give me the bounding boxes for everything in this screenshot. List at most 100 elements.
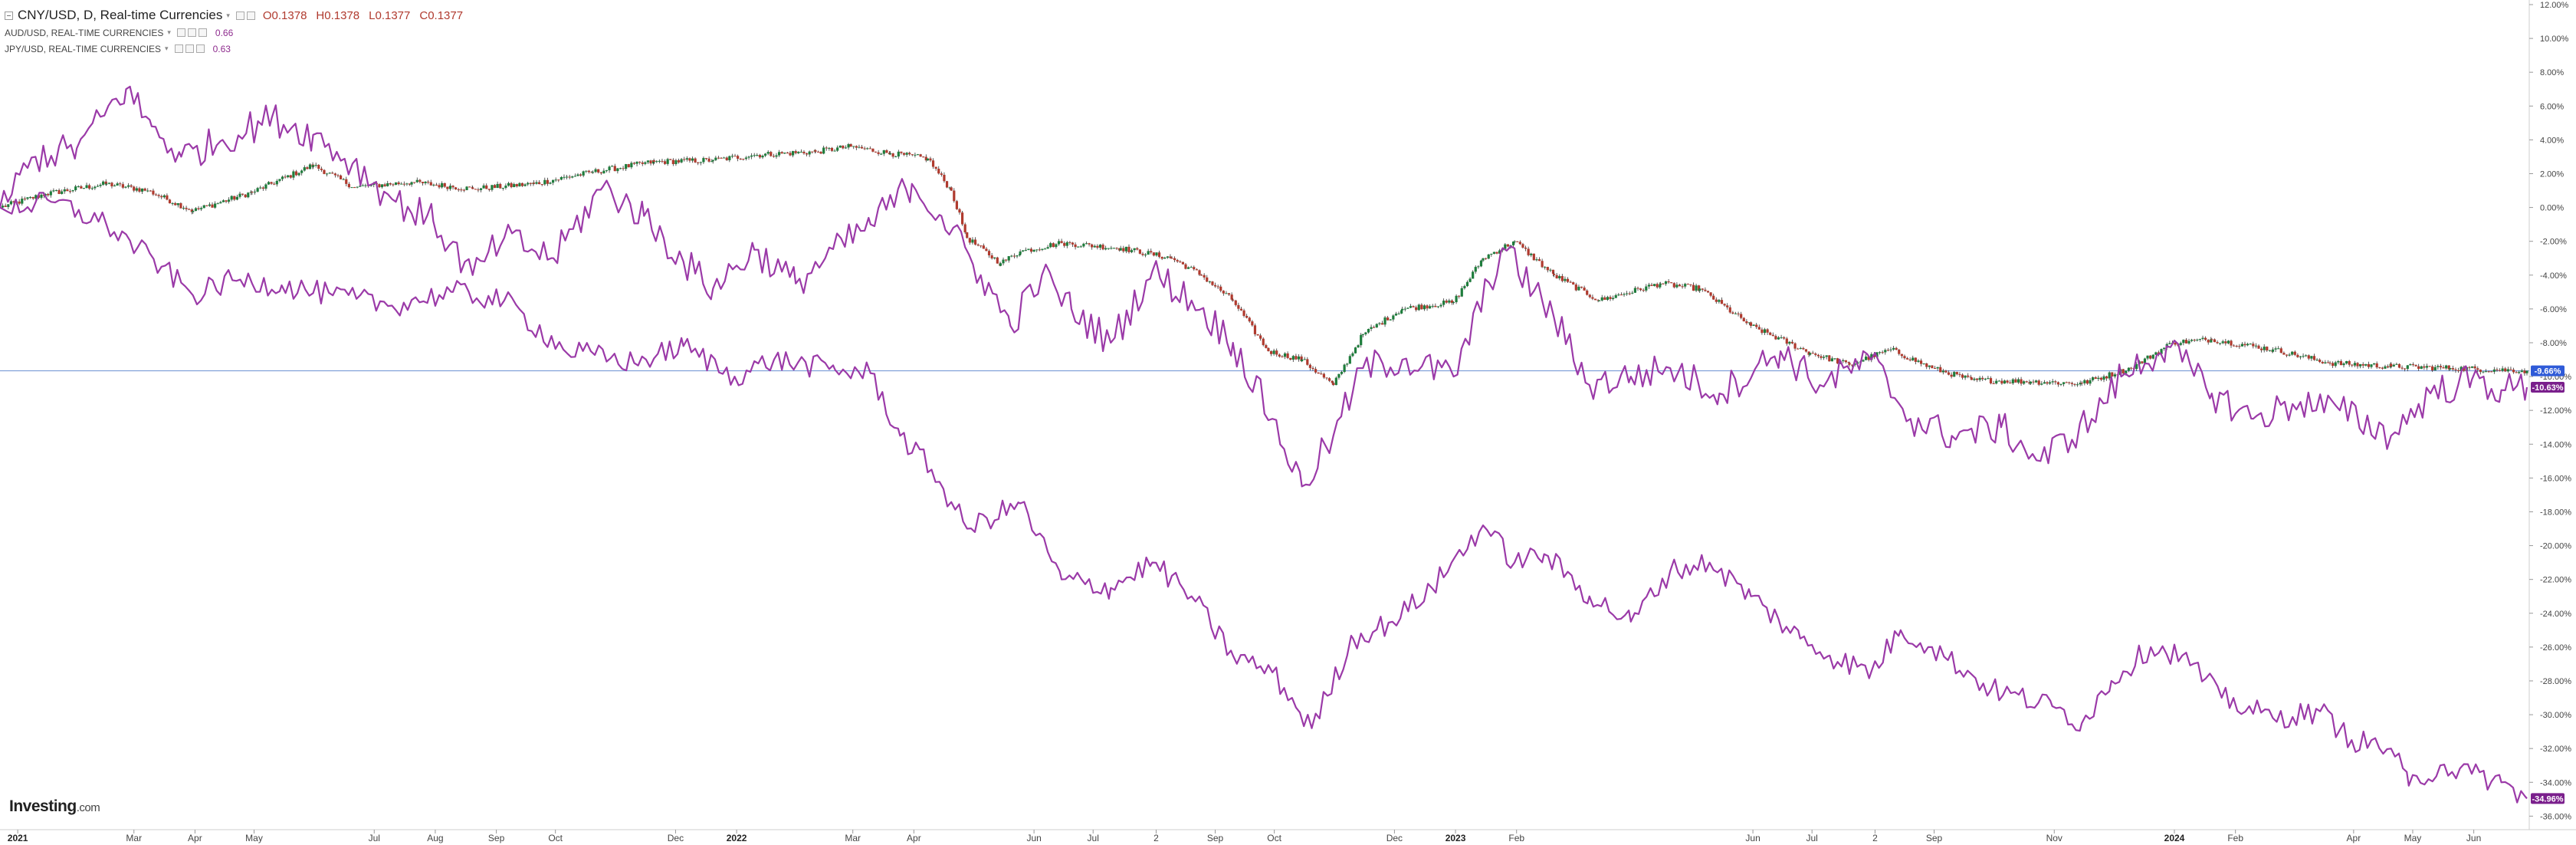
candle-body (2324, 362, 2327, 363)
candle-body (149, 190, 152, 192)
candle-body (1606, 297, 1610, 300)
candle-body (2174, 342, 2177, 345)
candle-body (1122, 248, 1125, 252)
y-tick-label: -34.00% (2540, 778, 2571, 787)
candle-body (219, 202, 222, 204)
x-tick-label: Apr (2347, 833, 2361, 843)
candle-body (780, 152, 783, 154)
candle-body (2254, 345, 2258, 347)
candle-body (138, 188, 141, 192)
candle-body (238, 193, 241, 197)
candle-body (2187, 340, 2190, 344)
candle-body (987, 251, 991, 255)
candle-body (424, 181, 427, 183)
visibility-icon[interactable] (176, 28, 185, 37)
candle-body (1958, 374, 1961, 376)
settings-icon[interactable] (185, 44, 194, 53)
candle-body (644, 162, 647, 164)
candle-body (554, 179, 557, 181)
candle-body (1320, 373, 1323, 375)
candle-body (1022, 250, 1025, 252)
candle-body (685, 158, 688, 160)
candle-body (438, 185, 441, 188)
chevron-down-icon[interactable]: ▾ (167, 28, 171, 36)
chevron-down-icon[interactable]: ▾ (165, 44, 169, 52)
candle-body (1093, 245, 1096, 248)
candle-body (756, 155, 759, 156)
visibility-icon[interactable] (174, 44, 183, 53)
candle-body (616, 168, 619, 172)
price-scale[interactable]: 12.00% 10.00% 8.00% 6.00% 4.00% 2.00% 0.00% -2.… (2529, 1, 2571, 821)
candle-body (658, 160, 661, 162)
candle-body (2378, 367, 2381, 369)
candle-body (819, 151, 822, 154)
candle-body (2238, 346, 2241, 347)
candle-body (523, 184, 527, 186)
candle-body (1431, 305, 1434, 307)
candle-body (1016, 255, 1019, 257)
candle-body (2040, 383, 2043, 385)
candle-body (1828, 355, 1831, 362)
candle-body (529, 182, 532, 184)
candle-body (1777, 337, 1780, 340)
close-icon[interactable] (198, 28, 207, 37)
candle-body (1544, 267, 1547, 268)
candle-body (594, 169, 597, 173)
candle-body (1127, 246, 1130, 252)
candle-body (2515, 372, 2518, 373)
chevron-down-icon[interactable]: ▾ (226, 11, 230, 19)
candle-body (1532, 253, 1535, 261)
candle-body (235, 196, 238, 200)
y-tick-label: -8.00% (2540, 339, 2567, 348)
candle-body (1074, 244, 1077, 248)
candle-body (383, 184, 386, 186)
candle-body (973, 239, 977, 245)
candle-body (2025, 381, 2028, 383)
candle-body (1027, 248, 1030, 250)
candle-body (1327, 378, 1331, 381)
candle-body (1169, 256, 1172, 258)
candle-body (1490, 254, 1493, 255)
candle-body (233, 196, 236, 200)
candle-body (1947, 372, 1951, 375)
candle-body (1670, 282, 1673, 284)
candle-body (1689, 284, 1692, 285)
visibility-icon[interactable] (235, 11, 244, 20)
x-tick-label: Oct (548, 833, 563, 843)
logo-suffix: .com (76, 801, 100, 814)
candle-body (1455, 295, 1458, 303)
candle-body (408, 183, 412, 185)
collapse-legend-icon[interactable] (5, 11, 13, 20)
candle-body (2431, 366, 2434, 371)
candle-body (868, 148, 871, 150)
candle-body (728, 156, 731, 160)
close-icon[interactable] (195, 44, 205, 53)
settings-icon[interactable] (246, 11, 255, 20)
candle-body (1239, 308, 1243, 311)
candle-body (591, 172, 595, 173)
candle-body (963, 224, 966, 232)
candle-body (2073, 383, 2076, 385)
time-scale[interactable]: 2021 Mar Apr May Jul Aug Sep Oct Dec 2022 Mar Apr Ju… (8, 830, 2482, 843)
candle-body (1659, 284, 1662, 288)
legend-series-aud[interactable]: AUD/USD, REAL-TIME CURRENCIES ▾ 0.66 (5, 25, 472, 41)
candle-body (1107, 248, 1110, 249)
legend-main-series[interactable]: CNY/USD, D, Real-time Currencies ▾ O0.13… (5, 6, 472, 25)
candle-body (900, 151, 903, 153)
candle-body (380, 184, 384, 188)
y-tick-label: 0.00% (2540, 204, 2564, 213)
candle-body (88, 185, 91, 189)
candle-body (897, 151, 900, 157)
candle-body (1386, 317, 1390, 321)
candle-body (2011, 379, 2014, 383)
legend-series-jpy[interactable]: JPY/USD, REAL-TIME CURRENCIES ▾ 0.63 (5, 41, 472, 57)
candle-body (2094, 377, 2097, 380)
candle-body (943, 174, 946, 182)
candle-body (194, 208, 198, 211)
plot-area[interactable] (0, 85, 2528, 804)
candle-body (7, 204, 10, 207)
settings-icon[interactable] (187, 28, 196, 37)
candle-body (940, 173, 943, 175)
